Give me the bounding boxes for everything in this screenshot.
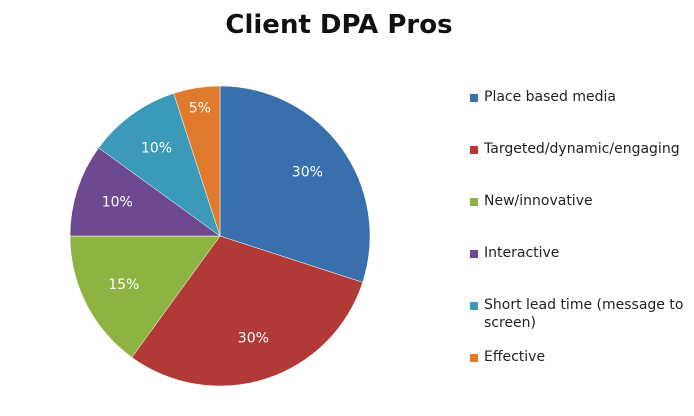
chart-title: Client DPA Pros <box>225 10 453 40</box>
slice-label-place-based-media: 30% <box>292 165 323 181</box>
legend-item-short-lead-time-message-to-screen: Short lead time (message to screen) <box>470 296 690 332</box>
slice-label-new-innovative: 15% <box>108 277 139 293</box>
legend-label: Short lead time (message to screen) <box>484 297 684 331</box>
legend-swatch <box>470 250 478 258</box>
slice-label-targeted-dynamic-engaging: 30% <box>238 331 269 347</box>
pie-slice-interactive <box>69 147 221 237</box>
legend-swatch <box>470 302 478 310</box>
legend-swatch <box>470 354 478 362</box>
legend-label: Targeted/dynamic/engaging <box>484 141 680 157</box>
legend-swatch <box>470 146 478 154</box>
legend-label: Place based media <box>484 89 616 105</box>
legend-label: Interactive <box>484 245 560 261</box>
legend-swatch <box>470 94 478 102</box>
legend-item-effective: Effective <box>470 348 690 366</box>
pie-slice-labels: 30% 30% 15% 10% 10% 5% <box>102 101 323 347</box>
pie-slice-place-based-media <box>219 85 371 283</box>
pie-slice-targeted-dynamic-engaging <box>131 235 363 387</box>
slice-label-effective: 5% <box>189 101 211 117</box>
legend-item-new-innovative: New/innovative <box>470 192 690 210</box>
slice-label-short-lead-time-message-to-screen: 10% <box>141 141 172 157</box>
legend-item-interactive: Interactive <box>470 244 690 262</box>
pie-slice-new-innovative <box>69 235 221 358</box>
legend-label: Effective <box>484 349 546 365</box>
pie-slices <box>69 85 371 387</box>
legend-item-targeted-dynamic-engaging: Targeted/dynamic/engaging <box>470 140 690 158</box>
legend-item-place-based-media: Place based media <box>470 88 690 106</box>
pie-slice-short-lead-time-message-to-screen <box>98 93 221 237</box>
slice-label-interactive: 10% <box>102 195 133 211</box>
legend-swatch <box>470 198 478 206</box>
pie-slice-effective <box>173 85 221 237</box>
legend-label: New/innovative <box>484 193 593 209</box>
